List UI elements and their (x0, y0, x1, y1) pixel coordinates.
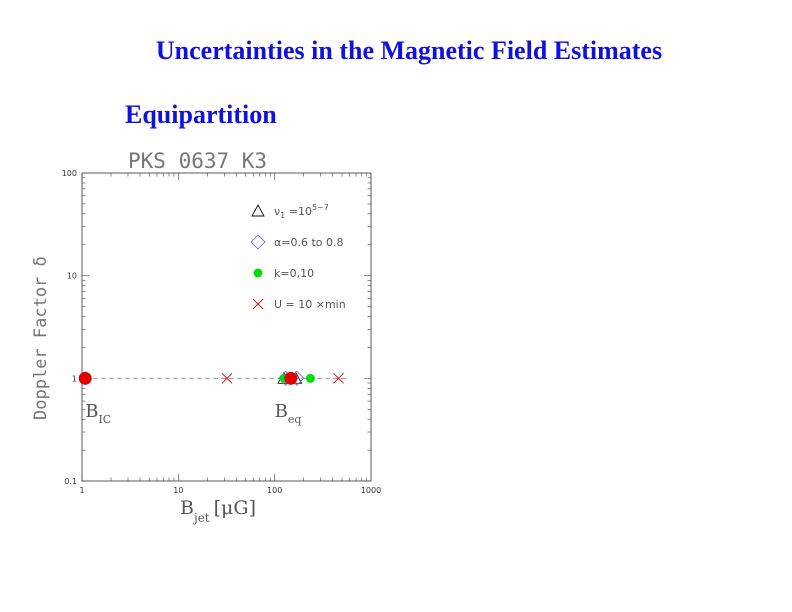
diamond-marker (250, 234, 266, 250)
legend-item: α=0.6 to 0.8 (250, 234, 344, 250)
x-tick-label: 1000 (361, 486, 381, 495)
y-tick-label: 0.1 (64, 477, 77, 486)
annotation-sub: IC (98, 413, 111, 426)
legend-label: α=0.6 to 0.8 (274, 236, 344, 249)
data-marks (78, 370, 344, 386)
legend-label: ν1 =105−7 (274, 203, 329, 220)
x-tick-label: 1 (79, 486, 84, 495)
y-tick-label: 1 (72, 374, 77, 383)
red-x-marker (252, 298, 264, 310)
legend-label-sup: 5−7 (312, 203, 329, 212)
y-tick-label: 10 (67, 272, 77, 281)
annotation-label: Beq (275, 401, 302, 426)
annotation-sub: eq (288, 413, 302, 426)
red-dot-marker (78, 371, 92, 385)
legend-label: U = 10 ×min (274, 298, 346, 311)
legend-label-main: U = 10 ×min (274, 298, 346, 311)
x-axis-label: Bjet [μG] (180, 497, 256, 525)
x-tick-label: 10 (173, 486, 183, 495)
plot-border (81, 172, 372, 482)
slide-subtitle: Equipartition (125, 100, 277, 129)
annotation-main: B (85, 401, 98, 422)
legend-label-rest: =10 (285, 205, 312, 218)
legend-item: ν1 =105−7 (251, 203, 329, 220)
x-axis-label-sub: jet (192, 511, 210, 525)
legend-label-main: α=0.6 to 0.8 (274, 236, 344, 249)
x-tick-label: 100 (267, 486, 282, 495)
series-red-dot-large (78, 371, 298, 385)
annotations: BIC Beq (85, 401, 301, 426)
chart-title: PKS 0637 K3 (128, 149, 267, 173)
annotation-main: B (275, 401, 288, 422)
legend-label-main: k=0,10 (274, 267, 314, 280)
red-dot-marker (284, 371, 298, 385)
legend-label: k=0,10 (274, 267, 314, 280)
legend-item: U = 10 ×min (252, 298, 346, 311)
slide-title: Uncertainties in the Magnetic Field Esti… (155, 36, 663, 65)
y-axis-label: Doppler Factor δ (31, 256, 51, 420)
legend-label-main: ν (274, 205, 280, 218)
plot-frame (81, 172, 372, 482)
legend-item: k=0,10 (253, 267, 314, 280)
red-x-marker (333, 373, 344, 384)
legend: ν1 =105−7 α=0.6 to 0.8 k=0,10 U = 10 ×min (250, 203, 346, 311)
red-x-marker (221, 373, 233, 384)
x-axis-label-unit: [μG] (214, 497, 256, 519)
triangle-marker (251, 204, 265, 217)
green-dot-marker (253, 268, 263, 278)
x-axis-label-main: B (180, 497, 194, 519)
annotation-label: BIC (85, 401, 111, 426)
series-red-x (221, 373, 344, 384)
y-tick-label: 100 (62, 169, 77, 178)
green-dot-marker (305, 373, 315, 383)
legend-label-sub: 1 (280, 211, 285, 220)
